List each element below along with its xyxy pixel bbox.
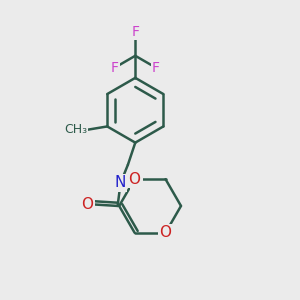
Text: N: N xyxy=(115,176,126,190)
Text: F: F xyxy=(111,61,119,75)
Text: CH₃: CH₃ xyxy=(64,124,87,136)
Text: H: H xyxy=(132,175,142,188)
Text: F: F xyxy=(131,25,139,39)
Text: O: O xyxy=(160,225,172,240)
Text: O: O xyxy=(129,172,141,187)
Text: O: O xyxy=(82,197,94,212)
Text: F: F xyxy=(152,61,160,75)
